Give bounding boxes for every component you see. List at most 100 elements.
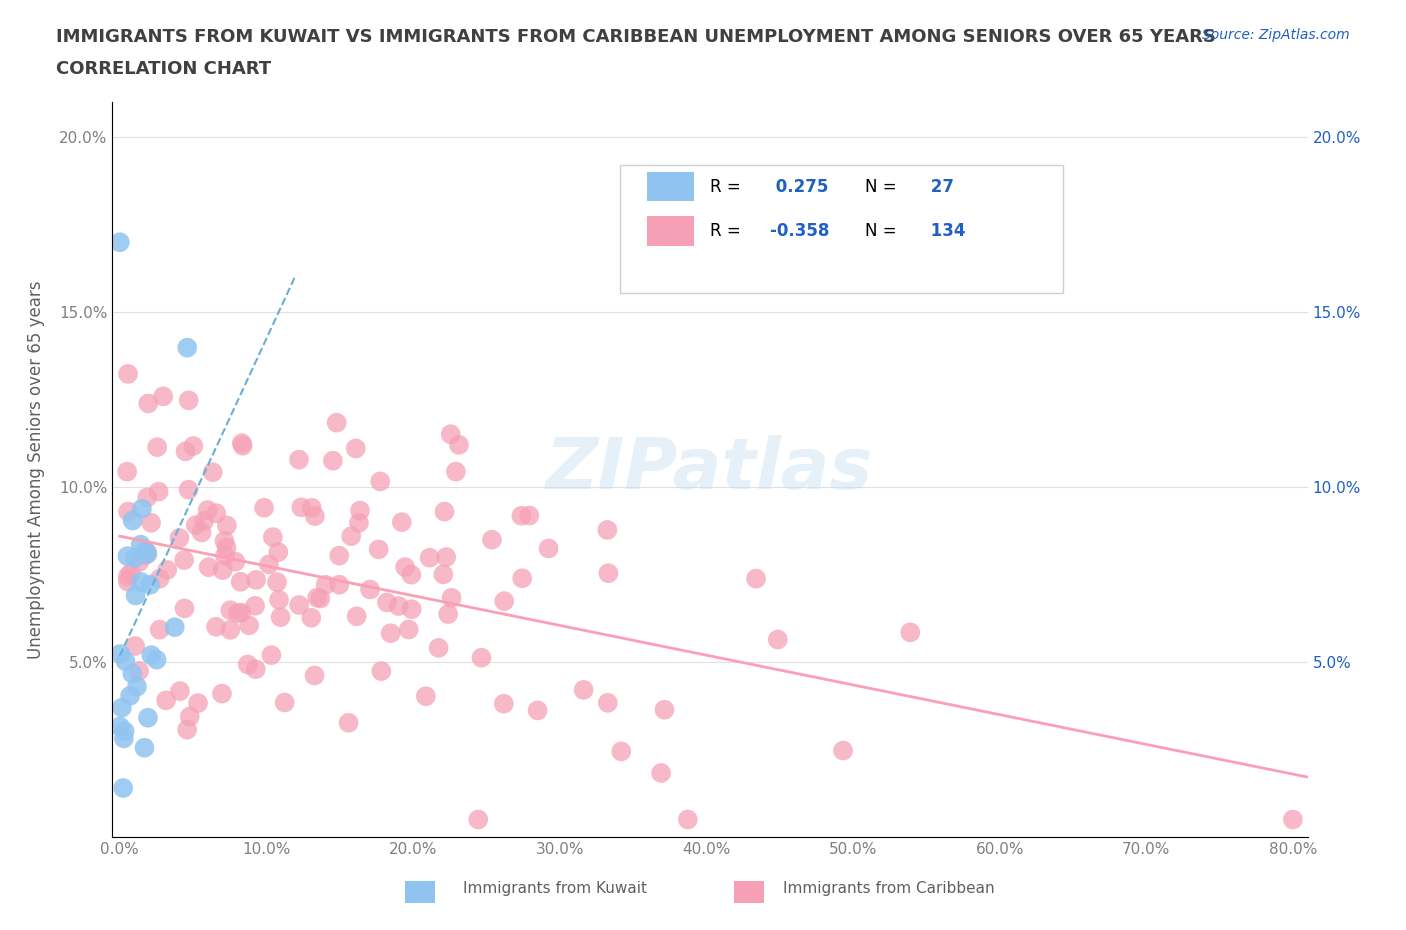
Point xyxy=(401,602,423,617)
Point xyxy=(156,563,179,578)
Point xyxy=(243,598,266,613)
Point xyxy=(766,632,789,647)
Point xyxy=(432,567,454,582)
Point xyxy=(181,439,204,454)
Text: Source: ZipAtlas.com: Source: ZipAtlas.com xyxy=(1202,28,1350,42)
Text: 134: 134 xyxy=(925,222,966,240)
Point xyxy=(231,605,253,620)
Point xyxy=(510,509,533,524)
Point xyxy=(205,506,228,521)
Point xyxy=(492,697,515,711)
Text: R =: R = xyxy=(710,222,747,240)
Point xyxy=(654,702,676,717)
Point xyxy=(174,444,197,458)
Point xyxy=(526,703,548,718)
Point xyxy=(173,552,195,567)
Point xyxy=(136,711,159,725)
Point xyxy=(267,545,290,560)
Text: IMMIGRANTS FROM KUWAIT VS IMMIGRANTS FROM CARIBBEAN UNEMPLOYMENT AMONG SENIORS O: IMMIGRANTS FROM KUWAIT VS IMMIGRANTS FRO… xyxy=(56,28,1216,46)
Point xyxy=(253,500,276,515)
Point xyxy=(596,523,619,538)
Point xyxy=(111,700,134,715)
Point xyxy=(129,575,152,590)
Point xyxy=(537,541,560,556)
Point xyxy=(444,464,467,479)
Point xyxy=(114,724,136,738)
Text: CORRELATION CHART: CORRELATION CHART xyxy=(56,60,271,78)
Point xyxy=(117,569,139,584)
Point xyxy=(169,684,191,698)
Point xyxy=(211,563,233,578)
Point xyxy=(214,534,236,549)
Point xyxy=(388,599,411,614)
Text: N =: N = xyxy=(866,222,903,240)
Y-axis label: Unemployment Among Seniors over 65 years: Unemployment Among Seniors over 65 years xyxy=(27,281,45,658)
Point xyxy=(124,551,146,565)
Point xyxy=(190,525,212,540)
Point xyxy=(401,567,423,582)
Point xyxy=(219,603,242,618)
Point xyxy=(290,500,312,515)
Point xyxy=(344,441,367,456)
Point xyxy=(115,464,138,479)
Point xyxy=(145,652,167,667)
Point xyxy=(328,578,350,592)
Point xyxy=(368,474,391,489)
Point xyxy=(215,518,238,533)
Point xyxy=(394,560,416,575)
Text: ZIPatlas: ZIPatlas xyxy=(547,435,873,504)
Point xyxy=(205,619,228,634)
Point xyxy=(380,626,402,641)
Point xyxy=(610,744,633,759)
Point xyxy=(219,622,242,637)
Point xyxy=(437,606,460,621)
Point xyxy=(124,639,146,654)
Point xyxy=(447,437,470,452)
Point xyxy=(267,592,290,607)
Point xyxy=(370,664,392,679)
Point xyxy=(245,572,267,587)
Point xyxy=(129,538,152,552)
Point xyxy=(193,513,215,528)
Point xyxy=(163,619,186,634)
Point xyxy=(108,719,131,734)
Point xyxy=(288,598,311,613)
Point xyxy=(304,668,326,683)
Point xyxy=(391,514,413,529)
Point xyxy=(215,540,238,555)
Point xyxy=(307,591,329,605)
Text: -0.358: -0.358 xyxy=(770,222,835,240)
Point xyxy=(596,696,619,711)
FancyBboxPatch shape xyxy=(620,165,1063,293)
Point xyxy=(176,340,198,355)
Point xyxy=(139,515,162,530)
Point xyxy=(224,554,246,569)
Point xyxy=(301,500,323,515)
FancyBboxPatch shape xyxy=(647,216,695,246)
Point xyxy=(340,528,363,543)
Point xyxy=(245,662,267,677)
Point xyxy=(136,396,159,411)
Text: 0.275: 0.275 xyxy=(770,178,834,196)
Point xyxy=(309,591,332,606)
Point xyxy=(238,618,260,632)
Point xyxy=(125,679,148,694)
Point xyxy=(337,715,360,730)
Point xyxy=(117,574,139,589)
Point xyxy=(155,693,177,708)
FancyBboxPatch shape xyxy=(734,881,763,903)
Point xyxy=(434,550,457,565)
Point xyxy=(288,452,311,467)
Point xyxy=(415,689,437,704)
FancyBboxPatch shape xyxy=(405,881,436,903)
Text: N =: N = xyxy=(866,178,903,196)
Point xyxy=(146,440,169,455)
Point xyxy=(572,683,595,698)
Point xyxy=(257,557,280,572)
Point xyxy=(304,509,326,524)
Point xyxy=(1282,812,1305,827)
Point xyxy=(270,610,292,625)
Point xyxy=(117,366,139,381)
Point xyxy=(110,646,132,661)
Point xyxy=(201,465,224,480)
